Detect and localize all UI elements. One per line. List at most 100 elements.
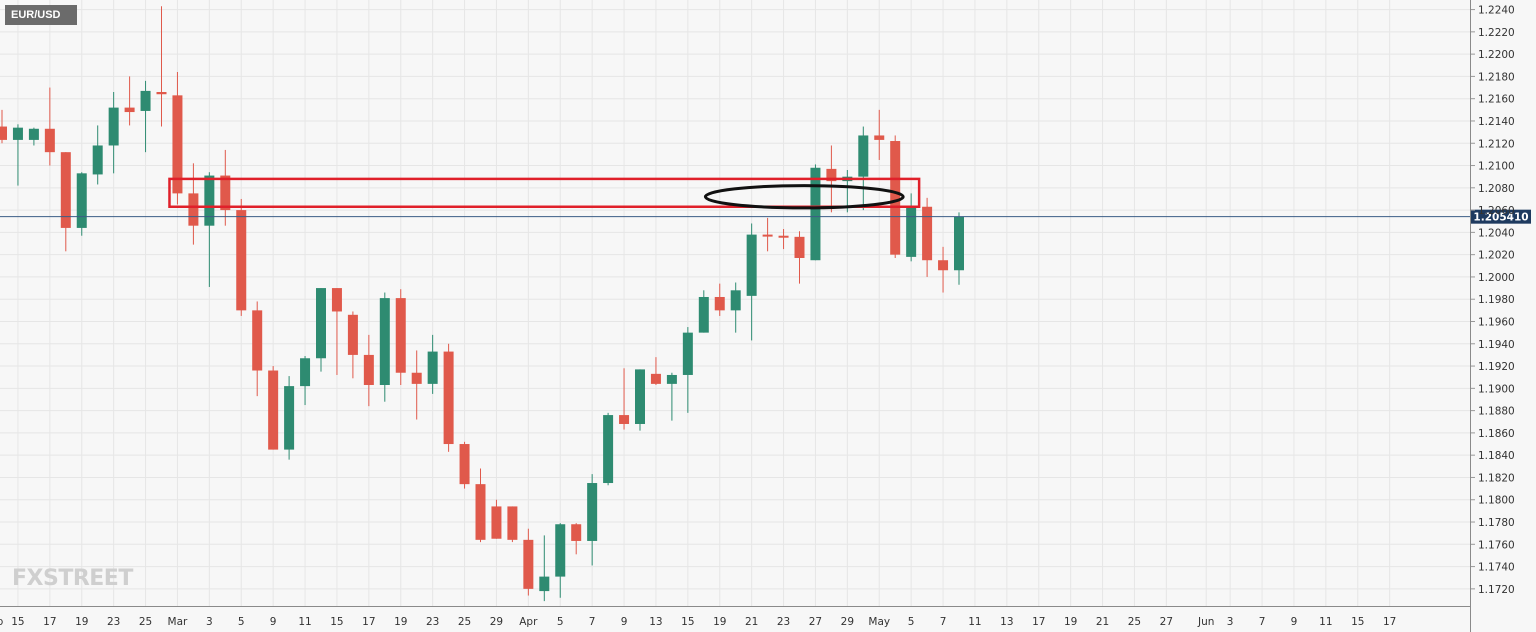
- candle-down[interactable]: [347, 311, 358, 379]
- y-tick-label: 1.2180: [1478, 71, 1515, 83]
- candle-up[interactable]: [698, 290, 709, 333]
- candle-up[interactable]: [603, 412, 614, 486]
- candle-down[interactable]: [252, 301, 263, 397]
- candle-down[interactable]: [363, 334, 374, 407]
- candle-up[interactable]: [28, 127, 39, 146]
- candle-down[interactable]: [778, 229, 789, 250]
- candle-up[interactable]: [587, 474, 598, 566]
- candle-down[interactable]: [60, 152, 71, 252]
- candle-body: [379, 298, 390, 385]
- x-tick-label: 17: [43, 616, 56, 628]
- candle-down[interactable]: [124, 76, 135, 126]
- candle-up[interactable]: [427, 334, 438, 394]
- candle-body: [587, 483, 598, 541]
- candle-body: [794, 236, 805, 258]
- y-tick-label: 1.2120: [1478, 138, 1515, 150]
- candle-down[interactable]: [619, 368, 630, 430]
- x-tick-label: 27: [1160, 616, 1173, 628]
- candles: [0, 6, 964, 602]
- candle-down[interactable]: [395, 289, 406, 385]
- candle-body: [539, 576, 550, 592]
- candle-down[interactable]: [331, 288, 342, 375]
- candle-down[interactable]: [650, 357, 661, 385]
- x-tick-label: 9: [621, 616, 628, 628]
- candle-up[interactable]: [730, 282, 741, 333]
- x-tick-label: 17: [1032, 616, 1045, 628]
- x-tick-label: Feb: [0, 616, 4, 628]
- candle-up[interactable]: [810, 164, 821, 261]
- y-tick-label: 1.1760: [1478, 539, 1515, 551]
- candle-down[interactable]: [507, 506, 518, 543]
- candle-up[interactable]: [635, 369, 645, 431]
- candle-up[interactable]: [666, 372, 677, 421]
- candle-down[interactable]: [874, 109, 885, 160]
- candle-up[interactable]: [746, 223, 757, 341]
- candle-body: [124, 107, 135, 113]
- candle-body: [411, 372, 422, 384]
- candle-body: [650, 373, 661, 384]
- candle-down[interactable]: [268, 366, 279, 450]
- symbol-badge[interactable]: EUR/USD: [5, 5, 77, 25]
- candle-body: [443, 351, 454, 445]
- x-tick-label: 23: [777, 616, 790, 628]
- candle-up[interactable]: [316, 288, 326, 372]
- candle-up[interactable]: [858, 126, 869, 211]
- candle-down[interactable]: [0, 109, 7, 144]
- y-tick-label: 1.1940: [1478, 339, 1515, 351]
- x-tick-label: 21: [745, 616, 758, 628]
- y-tick-label: 1.2020: [1478, 250, 1515, 262]
- candle-body: [427, 351, 438, 384]
- x-tick-label: 7: [1259, 616, 1266, 628]
- candle-up[interactable]: [284, 376, 295, 460]
- candle-down[interactable]: [714, 283, 725, 316]
- candle-up[interactable]: [76, 172, 87, 236]
- candle-down[interactable]: [938, 246, 949, 293]
- candle-down[interactable]: [44, 87, 55, 166]
- candle-body: [603, 415, 614, 484]
- candle-down[interactable]: [172, 71, 183, 205]
- x-tick-label: Mar: [168, 616, 188, 628]
- candle-body: [922, 206, 933, 261]
- candle-down[interactable]: [156, 6, 167, 127]
- candle-down[interactable]: [475, 468, 486, 543]
- candle-down[interactable]: [443, 343, 454, 452]
- candle-down[interactable]: [523, 528, 534, 596]
- candle-down[interactable]: [220, 149, 231, 226]
- x-tick-label: 9: [1291, 616, 1298, 628]
- candle-up[interactable]: [108, 92, 119, 174]
- candle-down[interactable]: [188, 163, 199, 245]
- y-tick-label: 1.2100: [1478, 161, 1515, 173]
- candle-up[interactable]: [539, 535, 550, 602]
- candle-body: [491, 506, 502, 539]
- candle-body: [28, 128, 39, 140]
- candle-down[interactable]: [890, 135, 901, 258]
- x-tick-label: 27: [809, 616, 822, 628]
- candle-down[interactable]: [794, 231, 805, 284]
- candle-up[interactable]: [954, 212, 964, 285]
- watermark-text: FXSTREET: [12, 566, 133, 591]
- candle-up[interactable]: [379, 292, 390, 402]
- candle-up[interactable]: [906, 193, 917, 262]
- y-tick-label: 1.1920: [1478, 361, 1515, 373]
- y-tick-label: 1.1800: [1478, 495, 1515, 507]
- candle-up[interactable]: [92, 125, 103, 185]
- candle-down[interactable]: [236, 198, 247, 316]
- x-tick-label: Jun: [1197, 616, 1214, 628]
- candle-down[interactable]: [922, 197, 933, 277]
- candle-up[interactable]: [204, 172, 215, 287]
- candle-up[interactable]: [12, 124, 23, 186]
- candle-up[interactable]: [300, 356, 311, 406]
- candle-down[interactable]: [571, 523, 582, 555]
- candle-down[interactable]: [762, 217, 773, 252]
- candle-up[interactable]: [140, 80, 151, 153]
- candle-up[interactable]: [682, 327, 693, 413]
- y-tick-label: 1.2160: [1478, 94, 1515, 106]
- candle-down[interactable]: [459, 441, 470, 489]
- y-tick-label: 1.2240: [1478, 5, 1515, 17]
- candle-down[interactable]: [491, 499, 502, 539]
- candle-down[interactable]: [411, 350, 422, 420]
- candle-body: [220, 175, 231, 211]
- candle-up[interactable]: [555, 523, 566, 598]
- y-tick-label: 1.1840: [1478, 450, 1515, 462]
